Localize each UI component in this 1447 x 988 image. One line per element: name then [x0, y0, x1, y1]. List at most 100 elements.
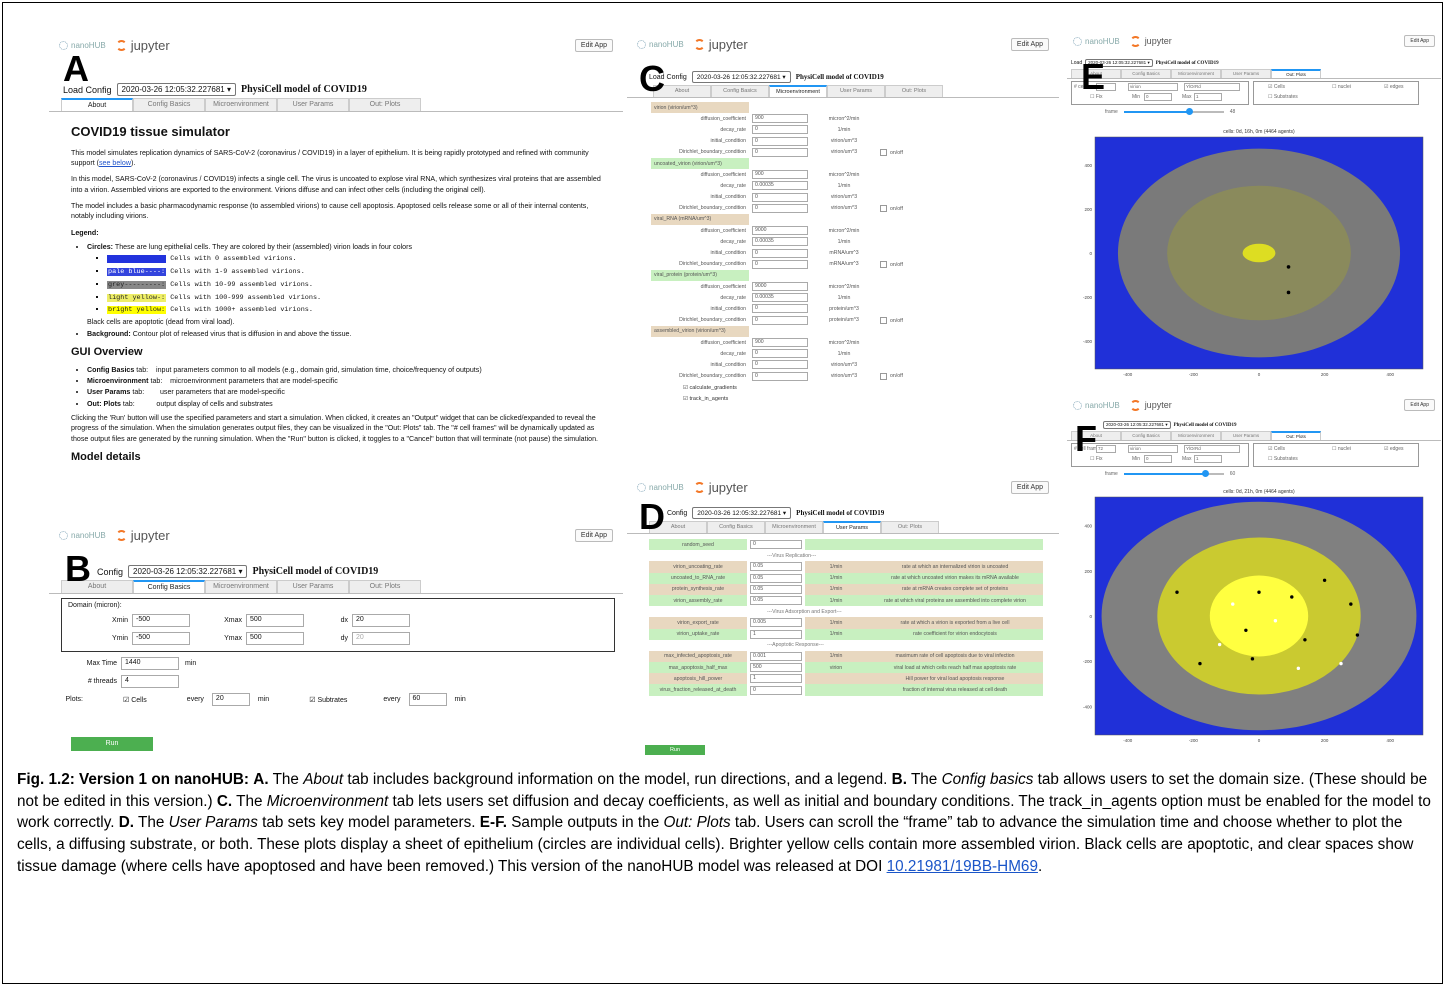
cell-frames-input[interactable]: 72: [1096, 83, 1116, 91]
tab-config-basics[interactable]: Config Basics: [707, 521, 765, 533]
param-input[interactable]: 0.05: [750, 596, 802, 606]
fix-checkbox[interactable]: ☐ Fix: [1090, 94, 1103, 100]
param-input[interactable]: 0: [752, 248, 808, 258]
param-input[interactable]: 900: [752, 338, 808, 348]
tab-about[interactable]: About: [653, 85, 711, 97]
edit-app-button[interactable]: Edit App: [1404, 35, 1435, 47]
min-input[interactable]: 0: [1144, 455, 1172, 463]
edges-toggle[interactable]: ☑ edges: [1384, 446, 1404, 452]
param-input[interactable]: 0: [752, 371, 808, 381]
tab-about[interactable]: About: [649, 521, 707, 533]
config-select[interactable]: 2020-03-26 12:05:32.227681 ▾: [1085, 59, 1153, 67]
substrates-toggle[interactable]: ☐ Substrates: [1268, 94, 1298, 100]
ymin-input[interactable]: -500: [132, 632, 190, 645]
param-input[interactable]: 0: [752, 315, 808, 325]
frame-slider[interactable]: [1123, 108, 1224, 115]
cells-toggle[interactable]: ☑ Cells: [1268, 84, 1285, 90]
run-button[interactable]: Run: [645, 745, 705, 755]
config-select[interactable]: 2020-03-26 12:05:32.227681 ▾: [116, 83, 236, 96]
tab-config-basics[interactable]: Config Basics: [133, 580, 205, 593]
config-select[interactable]: 2020-03-26 12:05:32.227681 ▾: [1103, 421, 1171, 429]
track-in-agents-checkbox[interactable]: ☑ track_in_agents: [683, 395, 729, 402]
doi-link[interactable]: 10.21981/19BB-HM69: [886, 857, 1038, 875]
xmax-input[interactable]: 500: [246, 614, 304, 627]
tab-about[interactable]: About: [1071, 69, 1121, 78]
tab-user-params[interactable]: User Params: [1221, 69, 1271, 78]
tab-out-plots[interactable]: Out: Plots: [1271, 69, 1321, 78]
colormap-select[interactable]: YlOrRd: [1184, 83, 1240, 91]
param-input[interactable]: 0: [752, 192, 808, 202]
param-input[interactable]: 0: [752, 259, 808, 269]
tab-config-basics[interactable]: Config Basics: [133, 98, 205, 111]
param-input[interactable]: 0.001: [750, 651, 802, 661]
config-select[interactable]: 2020-03-26 12:05:32.227681 ▾: [128, 565, 248, 578]
tab-out-plots[interactable]: Out: Plots: [885, 85, 943, 97]
param-input[interactable]: 0.05: [750, 584, 802, 594]
tab-microenvironment[interactable]: Microenvironment: [205, 98, 277, 111]
param-input[interactable]: 0: [752, 136, 808, 146]
tab-microenvironment[interactable]: Microenvironment: [769, 85, 827, 97]
cells-checkbox[interactable]: ☑ Cells: [123, 696, 147, 704]
cells-toggle[interactable]: ☑ Cells: [1268, 446, 1285, 452]
tab-microenvironment[interactable]: Microenvironment: [765, 521, 823, 533]
tab-out-plots[interactable]: Out: Plots: [349, 98, 421, 111]
tab-about[interactable]: About: [61, 98, 133, 111]
see-below-link[interactable]: see below: [99, 159, 131, 168]
cells-every-input[interactable]: 20: [211, 693, 250, 706]
param-input[interactable]: 900: [752, 170, 808, 180]
min-input[interactable]: 0: [1144, 93, 1172, 101]
substrates-toggle[interactable]: ☐ Substrates: [1268, 456, 1298, 462]
config-select[interactable]: 2020-03-26 12:05:32.227681 ▾: [692, 507, 792, 519]
onoff-toggle[interactable]: on/off: [880, 260, 903, 268]
param-input[interactable]: 0: [752, 304, 808, 314]
tab-microenvironment[interactable]: Microenvironment: [205, 580, 277, 593]
colormap-select[interactable]: YlOrRd: [1184, 445, 1240, 453]
param-input[interactable]: 0.00035: [752, 293, 808, 303]
nuclei-toggle[interactable]: ☐ nuclei: [1332, 446, 1351, 452]
cell-frames-input[interactable]: 72: [1096, 445, 1116, 453]
param-input[interactable]: 0: [752, 125, 808, 135]
param-input[interactable]: 0.05: [750, 562, 802, 572]
param-input[interactable]: 500: [750, 663, 802, 673]
substrates-checkbox[interactable]: ☑ Subtrates: [309, 696, 348, 704]
onoff-toggle[interactable]: on/off: [880, 204, 903, 212]
slider-thumb[interactable]: [1185, 108, 1193, 115]
xmin-input[interactable]: -500: [132, 614, 190, 627]
tab-config-basics[interactable]: Config Basics: [1121, 69, 1171, 78]
slider-thumb[interactable]: [1201, 470, 1209, 477]
onoff-toggle[interactable]: on/off: [880, 148, 903, 156]
onoff-toggle[interactable]: on/off: [880, 372, 903, 380]
param-input[interactable]: 0.005: [750, 618, 802, 628]
tab-microenvironment[interactable]: Microenvironment: [1171, 431, 1221, 440]
substrate-select[interactable]: virion: [1128, 83, 1178, 91]
param-input[interactable]: 0: [750, 540, 802, 550]
run-button[interactable]: Run: [71, 737, 153, 751]
tab-out-plots[interactable]: Out: Plots: [1271, 431, 1321, 440]
param-input[interactable]: 1: [750, 629, 802, 639]
param-input[interactable]: 0: [752, 360, 808, 370]
tab-out-plots[interactable]: Out: Plots: [349, 580, 421, 593]
param-input[interactable]: 9000: [752, 282, 808, 292]
param-input[interactable]: 9000: [752, 226, 808, 236]
tab-about[interactable]: About: [1071, 431, 1121, 440]
nuclei-toggle[interactable]: ☐ nuclei: [1332, 84, 1351, 90]
tab-user-params[interactable]: User Params: [1221, 431, 1271, 440]
param-input[interactable]: 1: [750, 674, 802, 684]
dx-input[interactable]: 20: [352, 614, 410, 627]
onoff-toggle[interactable]: on/off: [880, 316, 903, 324]
ymax-input[interactable]: 500: [246, 632, 304, 645]
substrate-select[interactable]: virion: [1128, 445, 1178, 453]
tab-out-plots[interactable]: Out: Plots: [881, 521, 939, 533]
tab-about[interactable]: About: [61, 580, 133, 593]
edit-app-button[interactable]: Edit App: [574, 38, 613, 52]
tab-config-basics[interactable]: Config Basics: [711, 85, 769, 97]
edit-app-button[interactable]: Edit App: [1010, 480, 1049, 494]
param-input[interactable]: 0: [750, 685, 802, 695]
edit-app-button[interactable]: Edit App: [1404, 399, 1435, 411]
max-input[interactable]: 1: [1194, 93, 1222, 101]
param-input[interactable]: 0: [752, 349, 808, 359]
param-input[interactable]: 0: [752, 147, 808, 157]
frame-slider[interactable]: [1123, 470, 1224, 477]
dy-input[interactable]: 20: [352, 632, 410, 645]
param-input[interactable]: 0.00035: [752, 237, 808, 247]
